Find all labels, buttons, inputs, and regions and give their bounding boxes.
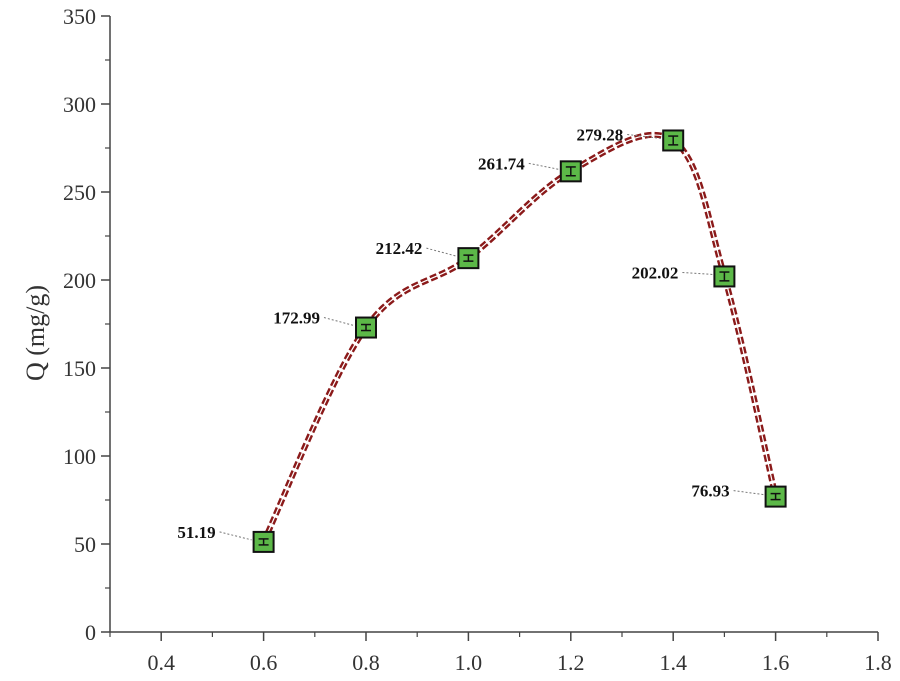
y-tick-label: 0 [85, 620, 96, 645]
y-tick-label: 250 [63, 180, 96, 205]
label-leader [627, 133, 662, 139]
axes [109, 16, 878, 633]
label-leader [733, 490, 764, 496]
data-label: 172.99 [273, 309, 320, 328]
data-label: 261.74 [478, 154, 525, 173]
x-tick-label: 1.0 [455, 650, 483, 675]
label-leader [426, 247, 457, 257]
y-tick-label: 300 [63, 92, 96, 117]
x-tick-label: 1.6 [762, 650, 790, 675]
markers [252, 129, 787, 553]
x-tick-label: 1.2 [557, 650, 585, 675]
y-axis-title: Q (mg/g) [21, 285, 50, 381]
x-tick-label: 0.4 [147, 650, 175, 675]
label-leaders [219, 133, 764, 541]
y-tick-label: 50 [74, 532, 96, 557]
label-leader [528, 162, 559, 170]
y-tick-label: 200 [63, 268, 96, 293]
data-label: 212.42 [376, 239, 423, 258]
x-tick-label: 1.4 [659, 650, 687, 675]
data-label: 202.02 [632, 263, 679, 282]
x-tick-label: 0.8 [352, 650, 380, 675]
y-tick-label: 100 [63, 444, 96, 469]
data-label: 76.93 [691, 482, 729, 501]
data-labels: 51.19 172.99 212.42 261.74 279.28 202.02 76.93 [177, 125, 729, 541]
label-leader [219, 531, 252, 541]
x-tick-label: 1.8 [864, 650, 892, 675]
x-tick-label: 0.6 [250, 650, 278, 675]
ticks: 0 50 100 150 200 250 300 350 0.4 0.6 0.8 1.0 1.2 1.4 1… [63, 4, 892, 675]
data-label: 51.19 [177, 523, 215, 542]
label-leader [682, 271, 713, 275]
y-tick-label: 350 [63, 4, 96, 29]
data-label: 279.28 [576, 125, 623, 144]
label-leader [323, 317, 355, 327]
y-tick-label: 150 [63, 356, 96, 381]
